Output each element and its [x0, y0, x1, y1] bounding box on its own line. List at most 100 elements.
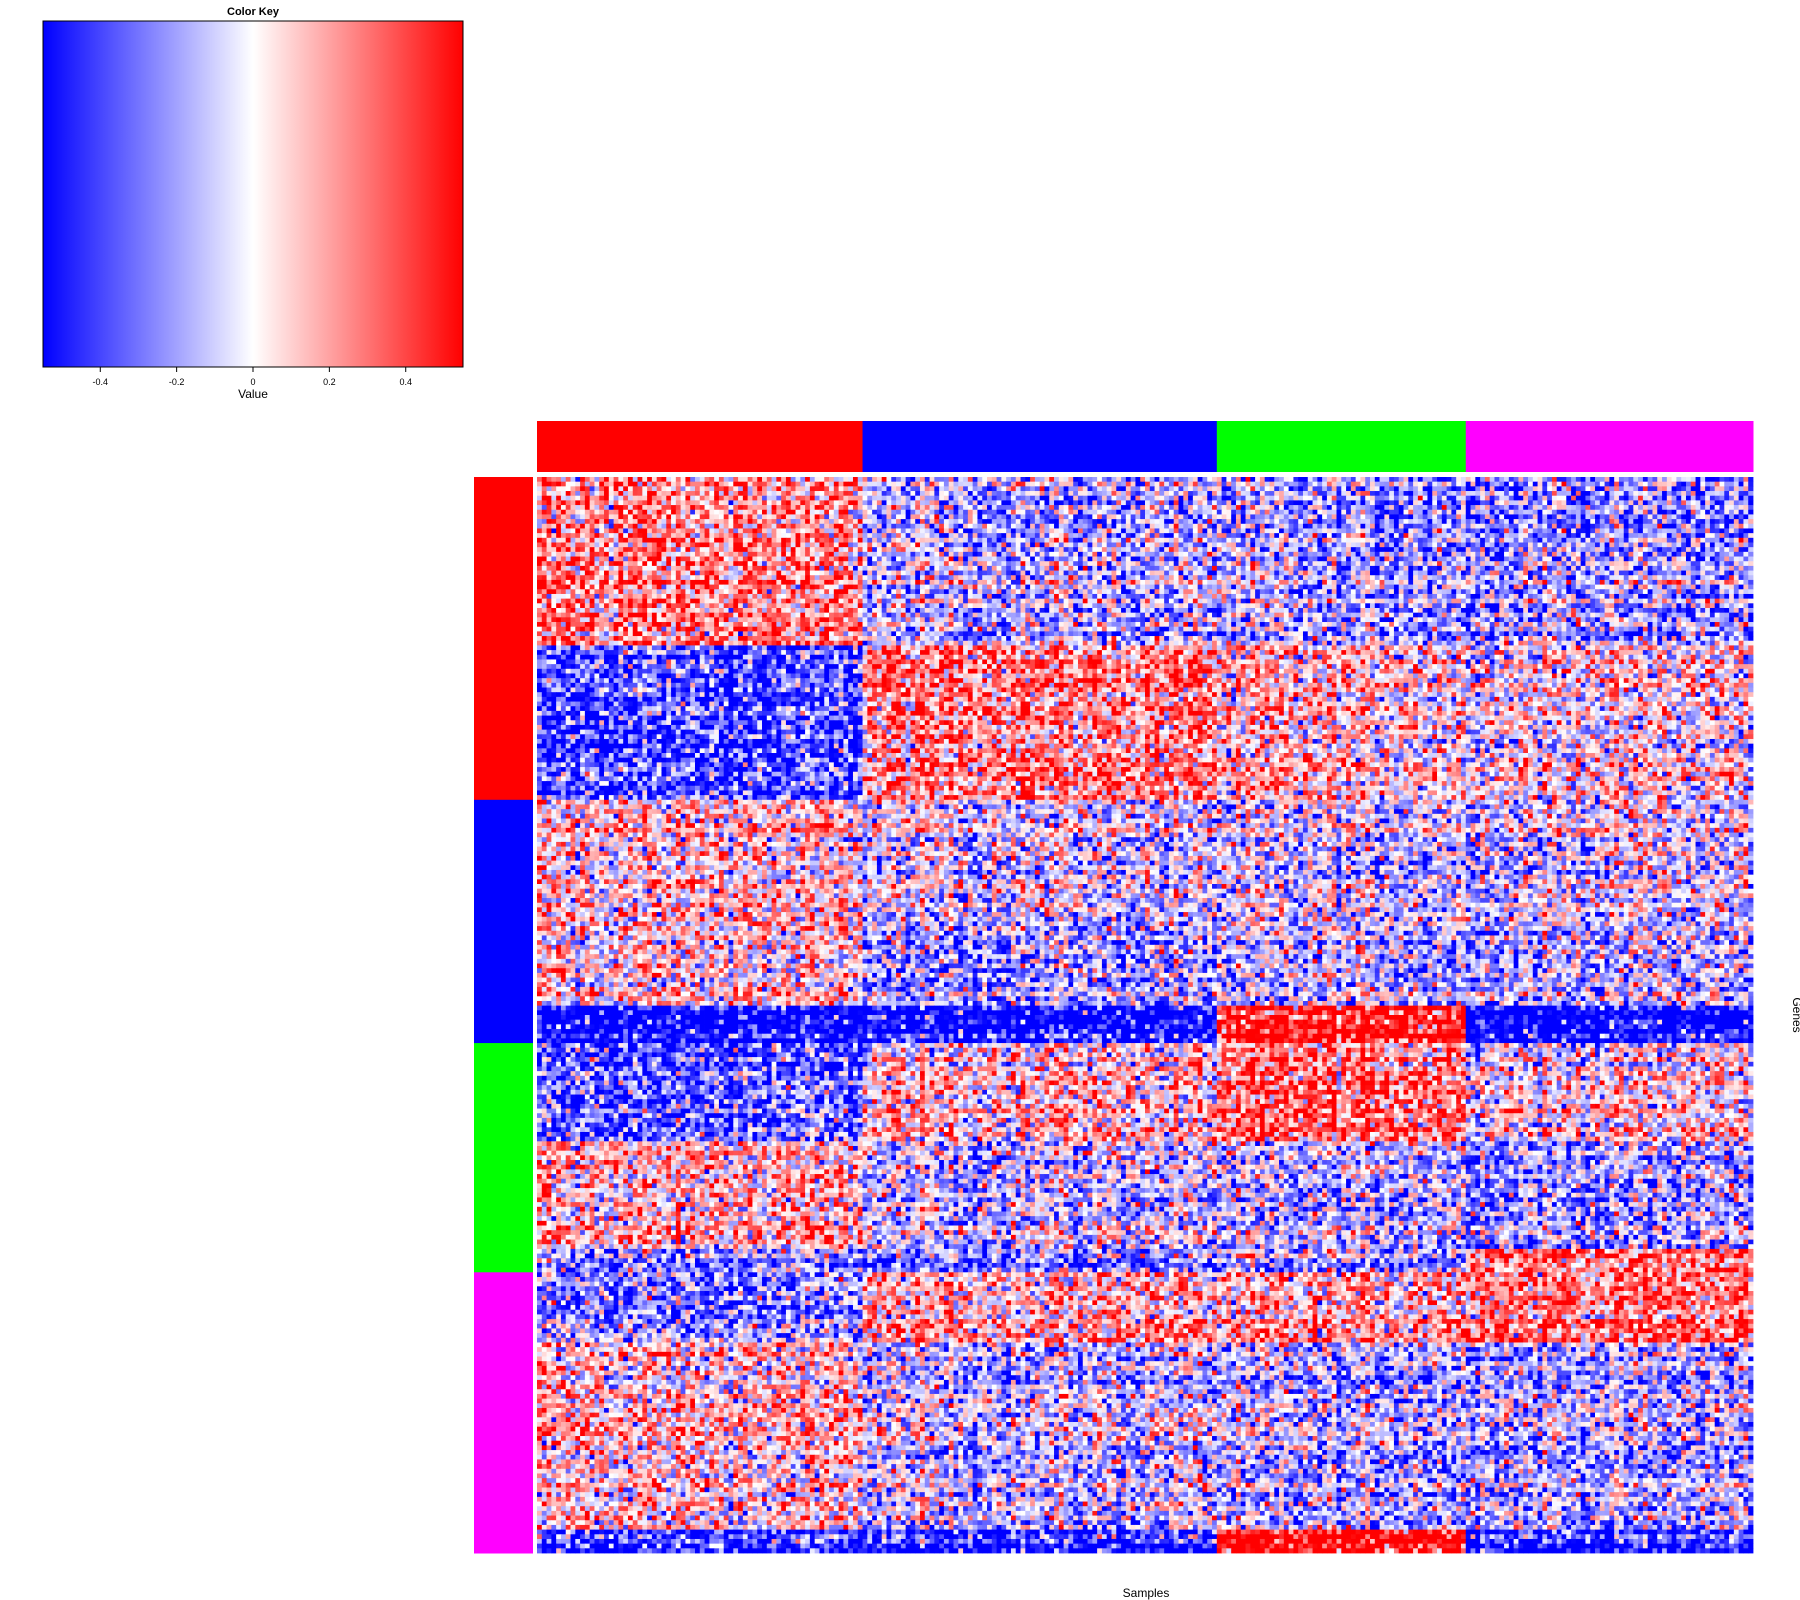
heatmap-cell	[1111, 482, 1116, 487]
heatmap-cell	[547, 477, 552, 482]
heatmap-cell	[901, 482, 906, 487]
heatmap-cell	[1686, 482, 1691, 487]
heatmap-cell	[1006, 477, 1011, 482]
row-side-module-4	[474, 1272, 533, 1553]
heatmap-cell	[1016, 482, 1021, 487]
heatmap-cell	[1049, 477, 1054, 482]
heatmap-cell	[738, 477, 743, 482]
heatmap-cell	[1217, 477, 1222, 482]
heatmap-cell	[1490, 477, 1495, 482]
heatmap-cell	[1719, 477, 1724, 482]
heatmap-cell	[705, 477, 710, 482]
heatmap-cell	[1265, 477, 1270, 482]
heatmap-cell	[1222, 477, 1227, 482]
heatmap-cell	[796, 482, 801, 487]
heatmap-cell	[1346, 482, 1351, 487]
heatmap-cell	[1442, 477, 1447, 482]
heatmap-cell	[1681, 482, 1686, 487]
heatmap-cell	[877, 477, 882, 482]
heatmap-cell	[1638, 482, 1643, 487]
heatmap-cell	[1202, 482, 1207, 487]
heatmap-cell	[1399, 482, 1404, 487]
heatmap-cell	[1188, 482, 1193, 487]
heatmap-cell	[752, 486, 757, 491]
heatmap-cell	[1313, 477, 1318, 482]
heatmap-cell	[1494, 482, 1499, 487]
heatmap-cell	[1064, 477, 1069, 482]
heatmap-cell	[618, 477, 623, 482]
heatmap-cell	[1528, 482, 1533, 487]
heatmap-cell	[614, 482, 619, 487]
heatmap-cell	[1236, 482, 1241, 487]
heatmap-cell	[1676, 482, 1681, 487]
heatmap-cell	[1021, 482, 1026, 487]
heatmap-cell	[781, 477, 786, 482]
heatmap-cell	[1231, 482, 1236, 487]
heatmap-cell	[791, 477, 796, 482]
heatmap-cell	[1246, 482, 1251, 487]
heatmap-cell	[571, 486, 576, 491]
heatmap-cell	[1399, 477, 1404, 482]
heatmap-cell	[934, 477, 939, 482]
heatmap-cell	[1356, 482, 1361, 487]
heatmap-cell	[690, 486, 695, 491]
heatmap-cell	[1609, 482, 1614, 487]
heatmap-cell	[781, 482, 786, 487]
heatmap-cell	[1562, 482, 1567, 487]
color-key-bar	[43, 21, 463, 367]
heatmap-cell	[1739, 482, 1744, 487]
heatmap-cell	[1116, 482, 1121, 487]
heatmap-cell	[681, 477, 686, 482]
heatmap-cell	[1518, 482, 1523, 487]
heatmap-cell	[1748, 482, 1753, 487]
heatmap-cell	[772, 486, 777, 491]
heatmap-cell	[1614, 477, 1619, 482]
heatmap-cell	[1585, 482, 1590, 487]
heatmap-cell	[709, 482, 714, 487]
heatmap-cell	[1088, 482, 1093, 487]
heatmap-cell	[1624, 477, 1629, 482]
heatmap-cell	[949, 477, 954, 482]
heatmap-cell	[719, 477, 724, 482]
heatmap-cell	[906, 482, 911, 487]
heatmap-cell	[561, 486, 566, 491]
heatmap-cell	[1389, 482, 1394, 487]
heatmap-cell	[1135, 482, 1140, 487]
heatmap-cell	[1126, 477, 1131, 482]
heatmap-cell	[1542, 477, 1547, 482]
heatmap-cell	[1035, 477, 1040, 482]
heatmap-cell	[1710, 477, 1715, 482]
heatmap-cell	[1499, 482, 1504, 487]
heatmap-cell	[934, 482, 939, 487]
heatmap-cell	[920, 482, 925, 487]
heatmap-cell	[886, 477, 891, 482]
heatmap-cell	[843, 477, 848, 482]
heatmap-cell	[944, 482, 949, 487]
heatmap-cell	[1590, 482, 1595, 487]
heatmap-cell	[685, 477, 690, 482]
heatmap-cell	[700, 482, 705, 487]
heatmap-cell	[585, 486, 590, 491]
heatmap-cell	[561, 482, 566, 487]
heatmap-cell	[556, 486, 561, 491]
heatmap-cell	[1327, 482, 1332, 487]
heatmap-cell	[1466, 482, 1471, 487]
heatmap-cell	[1633, 477, 1638, 482]
heatmap-cell	[1724, 477, 1729, 482]
heatmap-cell	[1274, 477, 1279, 482]
heatmap-cell	[1547, 482, 1552, 487]
heatmap-cell	[1360, 482, 1365, 487]
heatmap-cell	[882, 477, 887, 482]
heatmap-cell	[1456, 477, 1461, 482]
heatmap-cell	[642, 486, 647, 491]
heatmap-cell	[1140, 477, 1145, 482]
heatmap-cell	[614, 486, 619, 491]
heatmap-cell	[910, 482, 915, 487]
heatmap-cell	[561, 477, 566, 482]
heatmap-cell	[1494, 477, 1499, 482]
heatmap-cell	[1375, 477, 1380, 482]
heatmap-cell	[1289, 482, 1294, 487]
heatmap-cell	[781, 486, 786, 491]
heatmap-cell	[700, 486, 705, 491]
heatmap-cell	[1351, 477, 1356, 482]
